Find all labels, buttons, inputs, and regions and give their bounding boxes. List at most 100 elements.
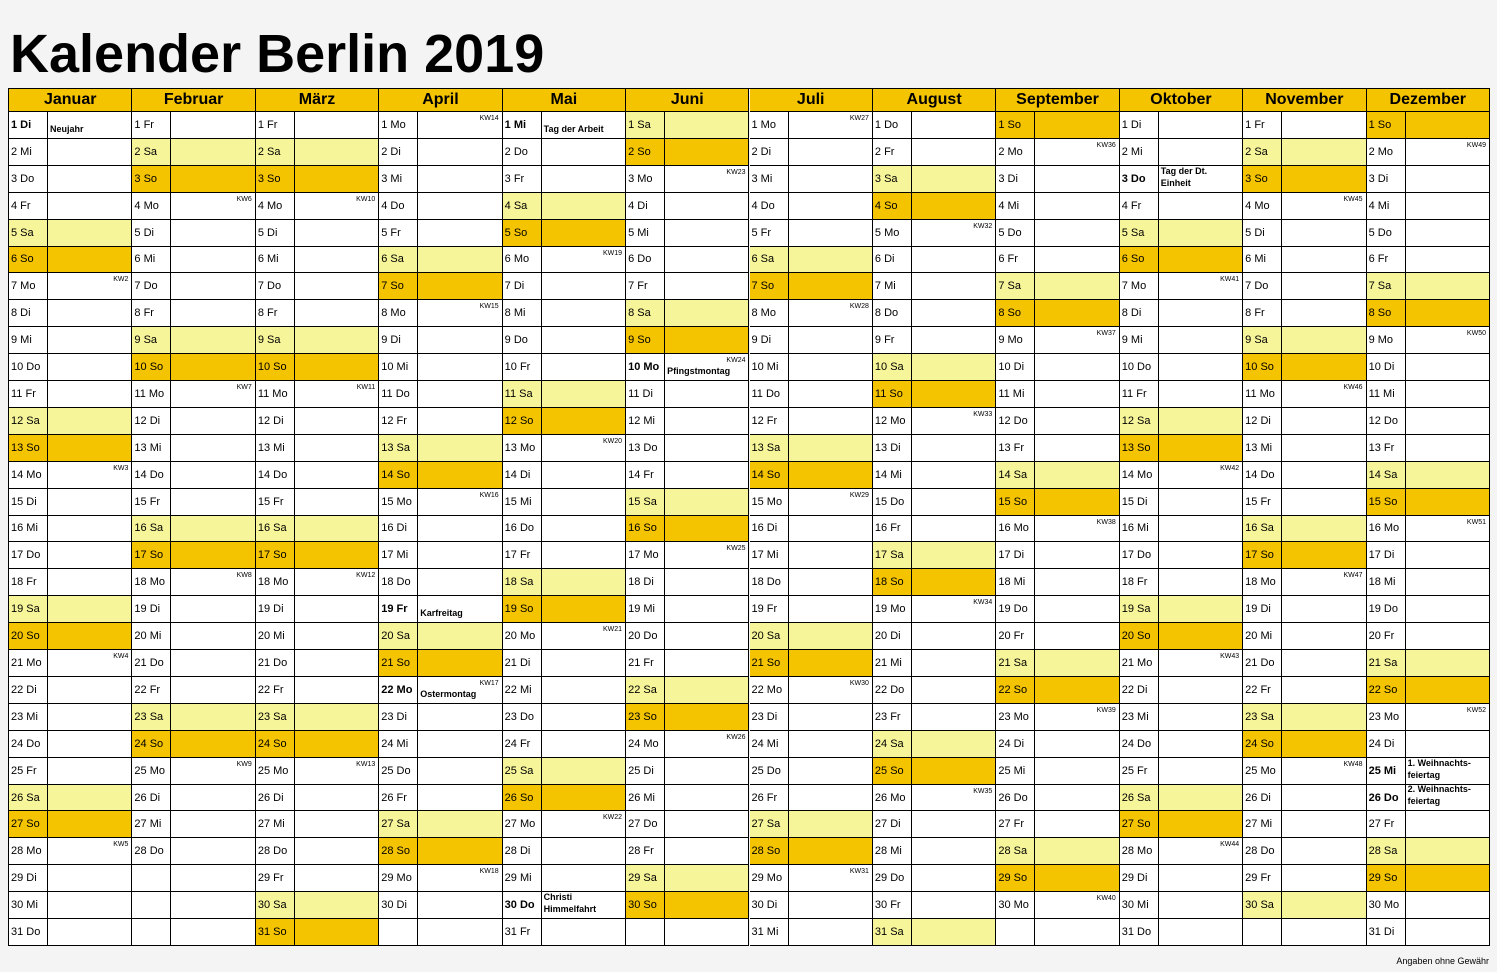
day-cell: 17 So [132, 542, 172, 570]
info-cell [911, 192, 997, 220]
day-label: 20 Mo [504, 630, 536, 643]
day-label: 28 So [381, 845, 410, 858]
info-cell [1158, 354, 1244, 382]
info-cell [1282, 542, 1367, 570]
day-cell: 29 Fr [255, 865, 295, 893]
info-cell [294, 865, 380, 893]
week-number: KW51 [1466, 518, 1486, 526]
day-cell: 21 So [749, 650, 789, 677]
info-cell [1282, 811, 1367, 839]
day-cell: 15 Sa [626, 488, 666, 516]
week-number: KW8 [236, 572, 252, 580]
day-label: 1 Fr [1245, 118, 1265, 131]
day-cell: 9 Sa [255, 327, 295, 355]
day-cell: 9 Do [502, 327, 542, 355]
info-cell [1158, 676, 1244, 704]
day-cell: 19 Mo [872, 596, 912, 624]
day-cell: 5 Mo [872, 219, 912, 247]
info-cell [294, 434, 380, 462]
week-number: KW47 [1343, 572, 1363, 580]
day-label: 14 Do [1245, 468, 1275, 481]
day-cell: 2 Di [379, 138, 419, 166]
day-label: 7 Fr [628, 280, 648, 293]
info-cell [665, 515, 750, 543]
holiday-name: Tag der Dt. Einheit [1160, 165, 1208, 188]
day-label: 6 Mo [504, 253, 530, 266]
day-label: 1 So [998, 118, 1021, 131]
info-cell [171, 919, 256, 946]
info-cell [418, 515, 503, 543]
info-cell [911, 434, 997, 462]
day-label: 6 Fr [1368, 253, 1389, 266]
day-cell: 30 Mi [1119, 892, 1159, 920]
day-cell: 9 So [626, 327, 666, 355]
info-cell: KW45 [1282, 192, 1367, 220]
day-cell: 2 Mi [1119, 138, 1159, 166]
day-cell: 14 Fr [626, 461, 666, 489]
day-label: 27 Di [874, 818, 901, 831]
day-label: 23 Sa [134, 710, 164, 723]
day-label: 24 Mi [751, 737, 779, 750]
info-cell [1405, 192, 1490, 220]
day-cell: 31 Sa [872, 919, 912, 946]
day-label: 5 Sa [11, 226, 34, 239]
day-label: 7 Sa [1368, 280, 1392, 293]
info-cell [788, 407, 873, 435]
day-cell: 24 So [1243, 730, 1283, 758]
day-label: 6 So [11, 253, 34, 266]
holiday-name: Ostermontag [420, 688, 477, 699]
week-number: KW5 [113, 841, 129, 849]
day-cell: 13 So [1119, 434, 1159, 462]
info-cell [1282, 892, 1367, 920]
day-cell: 27 Fr [1366, 811, 1406, 839]
info-cell [665, 246, 750, 274]
day-cell [626, 919, 666, 946]
info-cell [171, 596, 256, 624]
day-label: 29 Sa [628, 872, 657, 885]
info-cell [1282, 730, 1367, 758]
day-cell: 26 Mo [872, 784, 912, 812]
info-cell [788, 703, 873, 731]
info-cell [48, 703, 133, 731]
day-label: 7 Do [134, 280, 158, 293]
holiday-name: 2. Weihnachts-feiertag [1407, 784, 1471, 807]
info-cell [418, 623, 503, 651]
day-cell: 8 Di [9, 300, 48, 328]
day-cell: 14 So [749, 461, 789, 489]
info-cell [1158, 730, 1244, 758]
day-label: 27 Do [628, 818, 658, 831]
day-label: 8 Sa [628, 307, 651, 320]
day-label: 1 Sa [628, 118, 651, 131]
day-label: 27 Sa [381, 818, 410, 831]
day-cell: 20 Mo [502, 623, 542, 651]
info-cell [294, 219, 380, 247]
info-cell [1035, 919, 1120, 946]
day-cell: 17 So [1243, 542, 1283, 570]
day-cell: 30 Fr [872, 892, 912, 920]
info-cell [171, 407, 256, 435]
day-cell: 24 Fr [502, 730, 542, 758]
day-cell: 16 Fr [872, 515, 912, 543]
day-cell: 22 Fr [1243, 676, 1283, 704]
day-label: 23 Di [751, 710, 778, 723]
week-number: KW24 [726, 357, 746, 365]
day-label: 10 So [1245, 361, 1274, 374]
info-cell [1158, 219, 1244, 247]
info-cell [294, 811, 380, 839]
day-label: 19 Do [998, 603, 1028, 616]
info-cell [1405, 596, 1490, 624]
day-label: 26 Di [1245, 791, 1271, 804]
info-cell: KW35 [911, 784, 997, 812]
info-cell [294, 354, 380, 382]
day-cell: 24 So [132, 730, 172, 758]
info-cell [171, 488, 256, 516]
day-cell: 18 So [872, 569, 912, 597]
day-label: 31 Di [1368, 926, 1395, 939]
info-cell [541, 515, 627, 543]
day-cell: 6 So [1119, 246, 1159, 274]
day-label: 2 Mo [998, 145, 1023, 158]
info-cell [1158, 892, 1244, 920]
info-cell [788, 623, 873, 651]
day-cell: 18 Do [749, 569, 789, 597]
info-cell: KW25 [665, 542, 750, 570]
